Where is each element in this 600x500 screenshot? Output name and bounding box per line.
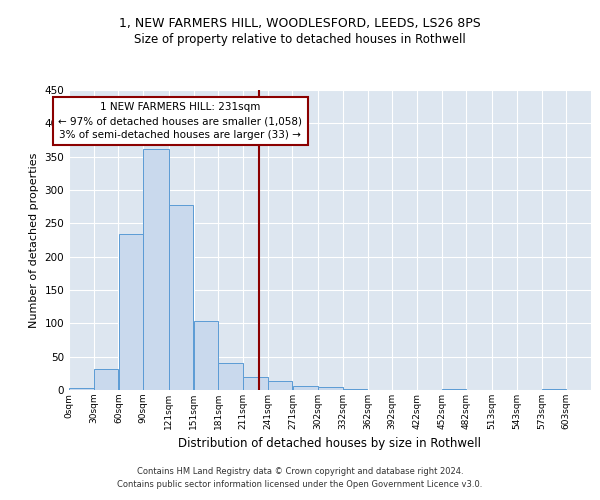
Bar [542, 388, 566, 390]
Bar [69, 388, 94, 390]
Bar [194, 320, 218, 390]
Text: Contains public sector information licensed under the Open Government Licence v3: Contains public sector information licen… [118, 480, 482, 489]
Bar [94, 370, 118, 390]
Bar [243, 376, 268, 390]
Bar [169, 206, 193, 390]
Bar [143, 150, 169, 390]
Bar [442, 388, 466, 390]
Bar [293, 386, 318, 390]
Bar [318, 386, 343, 390]
Text: Contains HM Land Registry data © Crown copyright and database right 2024.: Contains HM Land Registry data © Crown c… [137, 467, 463, 476]
Text: 1, NEW FARMERS HILL, WOODLESFORD, LEEDS, LS26 8PS: 1, NEW FARMERS HILL, WOODLESFORD, LEEDS,… [119, 18, 481, 30]
Y-axis label: Number of detached properties: Number of detached properties [29, 152, 39, 328]
Text: 1 NEW FARMERS HILL: 231sqm
← 97% of detached houses are smaller (1,058)
3% of se: 1 NEW FARMERS HILL: 231sqm ← 97% of deta… [58, 102, 302, 140]
Text: Size of property relative to detached houses in Rothwell: Size of property relative to detached ho… [134, 32, 466, 46]
Bar [268, 380, 292, 390]
Bar [119, 234, 143, 390]
X-axis label: Distribution of detached houses by size in Rothwell: Distribution of detached houses by size … [179, 438, 482, 450]
Bar [218, 362, 243, 390]
Bar [343, 388, 367, 390]
